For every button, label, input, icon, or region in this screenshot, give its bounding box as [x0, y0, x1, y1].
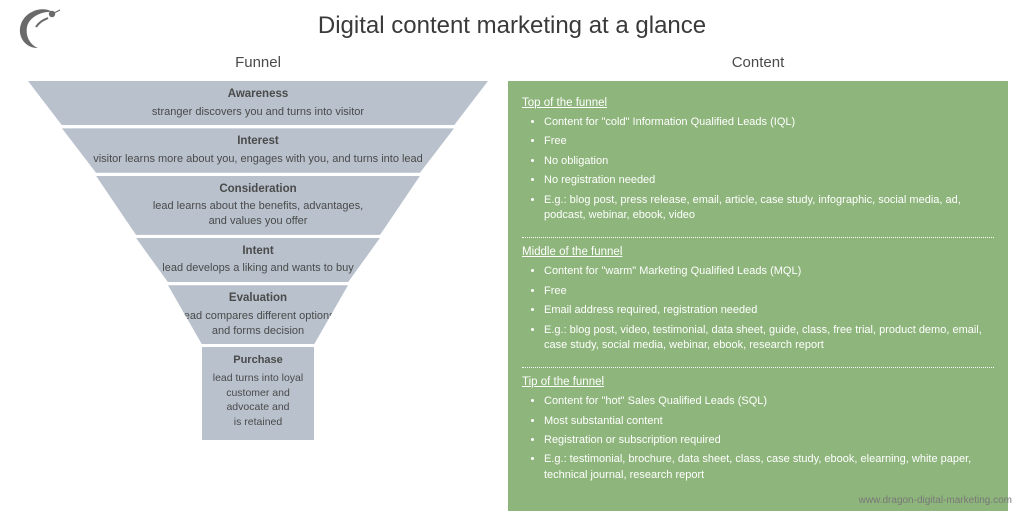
list-item: Free	[544, 284, 994, 299]
funnel-heading: Funnel	[8, 54, 508, 71]
list-item: Content for "warm" Marketing Qualified L…	[544, 264, 994, 279]
list-item: E.g.: blog post, press release, email, a…	[544, 193, 994, 224]
band-title: Tip of the funnel	[522, 376, 994, 388]
content-band: Tip of the funnel Content for "hot" Sales…	[522, 367, 994, 497]
content-band: Top of the funnel Content for "cold" Info…	[522, 89, 994, 237]
funnel-stage-awareness: Awareness stranger discovers you and turn…	[28, 81, 488, 125]
columns: Funnel Awareness stranger discovers you a…	[0, 54, 1024, 511]
lizard-logo-icon	[14, 8, 62, 55]
list-item: No registration needed	[544, 173, 994, 188]
list-item: Content for "hot" Sales Qualified Leads …	[544, 394, 994, 409]
funnel-stage-purchase: Purchase lead turns into loyal customer a…	[202, 347, 314, 439]
list-item: Free	[544, 134, 994, 149]
funnel-stage-evaluation: Evaluation lead compares different option…	[168, 285, 348, 344]
content-heading: Content	[508, 54, 1008, 71]
funnel-diagram: Awareness stranger discovers you and turn…	[28, 81, 488, 440]
stage-title: Awareness	[36, 87, 480, 103]
content-panel: Top of the funnel Content for "cold" Info…	[508, 81, 1008, 511]
list-item: Email address required, registration nee…	[544, 303, 994, 318]
list-item: No obligation	[544, 154, 994, 169]
funnel-column: Funnel Awareness stranger discovers you a…	[8, 54, 508, 511]
funnel-stage-consideration: Consideration lead learns about the benef…	[96, 176, 420, 235]
stage-desc: visitor learns more about you, engages w…	[93, 153, 423, 165]
band-title: Middle of the funnel	[522, 246, 994, 258]
stage-desc: stranger discovers you and turns into vi…	[152, 106, 364, 118]
stage-desc: lead learns about the benefits, advantag…	[153, 200, 363, 227]
list-item: Registration or subscription required	[544, 433, 994, 448]
stage-title: Interest	[70, 134, 446, 150]
band-list: Content for "warm" Marketing Qualified L…	[522, 264, 994, 353]
list-item: E.g.: testimonial, brochure, data sheet,…	[544, 452, 994, 483]
stage-title: Consideration	[104, 182, 412, 198]
list-item: Content for "cold" Information Qualified…	[544, 115, 994, 130]
stage-desc: lead develops a liking and wants to buy	[162, 262, 353, 274]
band-title: Top of the funnel	[522, 97, 994, 109]
band-list: Content for "hot" Sales Qualified Leads …	[522, 394, 994, 483]
stage-title: Purchase	[208, 353, 308, 368]
content-band: Middle of the funnel Content for "warm" M…	[522, 237, 994, 367]
list-item: Most substantial content	[544, 414, 994, 429]
footer-url: www.dragon-digital-marketing.com	[859, 495, 1012, 506]
page-title: Digital content marketing at a glance	[0, 0, 1024, 40]
funnel-stage-interest: Interest visitor learns more about you, e…	[62, 128, 454, 172]
stage-title: Evaluation	[176, 291, 340, 307]
stage-desc: lead compares different options and form…	[181, 310, 334, 337]
band-list: Content for "cold" Information Qualified…	[522, 115, 994, 223]
stage-desc: lead turns into loyal customer and advoc…	[213, 372, 303, 428]
funnel-stage-intent: Intent lead develops a liking and wants t…	[136, 238, 380, 282]
stage-title: Intent	[144, 244, 372, 260]
content-column: Content Top of the funnel Content for "co…	[508, 54, 1008, 511]
list-item: E.g.: blog post, video, testimonial, dat…	[544, 323, 994, 354]
